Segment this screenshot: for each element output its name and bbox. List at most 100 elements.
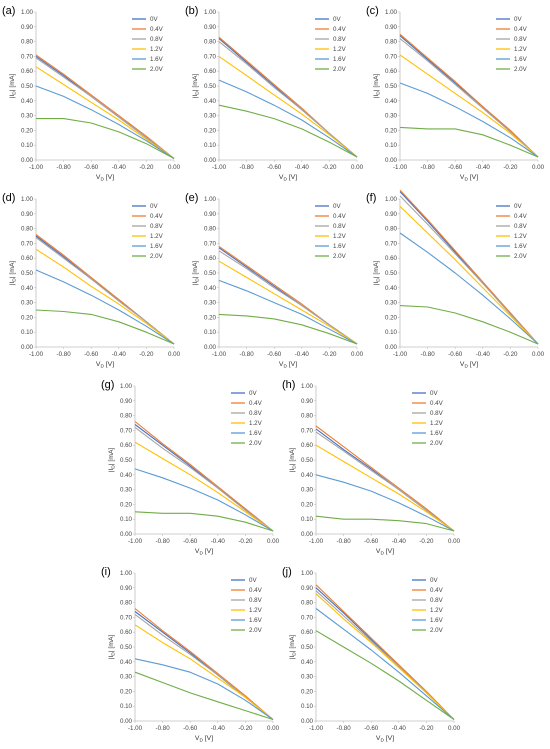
y-tick-label: 0.90 xyxy=(21,211,34,218)
series-line-0_8V xyxy=(35,237,175,345)
legend-label: 1.6V xyxy=(430,617,444,624)
y-tick-label: 0.80 xyxy=(120,600,133,607)
y-tick-label: 0.40 xyxy=(204,285,217,292)
x-tick-label: -0.40 xyxy=(392,538,407,545)
chart-panel-5: (e) 0.00 0.10 0.20 0.30 0.40 0.50 0.60 0.70 0.80 0… xyxy=(185,192,364,370)
legend-label: 0.4V xyxy=(514,213,528,220)
legend-label: 0V xyxy=(150,203,158,210)
legend-label: 1.2V xyxy=(150,233,164,240)
series-line-2_0V xyxy=(399,305,539,345)
y-axis-label: |ID| [mA] xyxy=(373,74,382,99)
x-tick-label: -0.20 xyxy=(238,538,253,545)
y-tick-label: 0.20 xyxy=(204,314,217,321)
series-line-0_4V xyxy=(134,421,274,532)
x-tick-label: -0.20 xyxy=(419,725,434,732)
x-tick-label: 0.00 xyxy=(448,725,461,732)
series-line-0_4V xyxy=(399,33,539,158)
series-line-1_6V xyxy=(134,468,274,532)
x-tick-label: -1.00 xyxy=(393,351,408,358)
x-tick-label: -0.20 xyxy=(503,351,518,358)
x-axis-label: VD [V] xyxy=(376,735,394,744)
y-tick-label: 0.60 xyxy=(385,68,398,75)
x-tick-label: -0.60 xyxy=(364,725,379,732)
series-line-1_6V xyxy=(315,608,455,720)
y-tick-label: 0.00 xyxy=(21,157,34,164)
y-axis-label: |ID| [mA] xyxy=(289,448,298,473)
series-line-1_6V xyxy=(218,279,358,345)
x-tick-label: -0.80 xyxy=(156,725,171,732)
panel-label: (f) xyxy=(366,192,376,204)
legend-label: 2.0V xyxy=(430,440,444,447)
x-axis-label: VD [V] xyxy=(195,548,213,557)
series-line-1_6V xyxy=(218,79,358,158)
legend-label: 2.0V xyxy=(249,440,263,447)
y-axis-label: |ID| [mA] xyxy=(289,635,298,660)
x-tick-label: -0.40 xyxy=(476,164,491,171)
series-line-0_8V xyxy=(399,38,539,158)
y-tick-label: 0.10 xyxy=(385,142,398,149)
series-line-0_8V xyxy=(315,431,455,532)
y-tick-label: 0.70 xyxy=(120,614,133,621)
x-tick-label: -0.80 xyxy=(240,351,255,358)
y-tick-label: 0.60 xyxy=(21,68,34,75)
y-tick-label: 0.70 xyxy=(120,427,133,434)
y-tick-label: 0.50 xyxy=(21,270,34,277)
legend-label: 1.2V xyxy=(514,233,528,240)
series-line-2_0V xyxy=(218,313,358,345)
x-tick-label: -0.60 xyxy=(84,164,99,171)
y-tick-label: 0.60 xyxy=(120,629,133,636)
y-tick-label: 0.00 xyxy=(204,344,217,351)
x-axis-label: VD [V] xyxy=(460,174,478,183)
y-tick-label: 0.20 xyxy=(385,127,398,134)
series-line-0_8V xyxy=(399,195,539,345)
y-tick-label: 0.70 xyxy=(21,53,34,60)
y-tick-label: 0.00 xyxy=(120,531,133,538)
y-axis-label: |ID| [mA] xyxy=(9,74,18,99)
y-tick-label: 0.80 xyxy=(21,39,34,46)
y-tick-label: 0.70 xyxy=(204,53,217,60)
y-tick-label: 0.80 xyxy=(204,226,217,233)
y-tick-label: 1.00 xyxy=(301,383,314,390)
legend-label: 0.4V xyxy=(430,400,444,407)
y-tick-label: 0.60 xyxy=(301,629,314,636)
y-tick-label: 0.80 xyxy=(120,413,133,420)
y-tick-label: 0.90 xyxy=(301,585,314,592)
x-tick-label: -0.40 xyxy=(392,725,407,732)
series-line-0_8V xyxy=(134,426,274,532)
legend-label: 2.0V xyxy=(514,253,528,260)
chart-panel-8: (h) 0.00 0.10 0.20 0.30 0.40 0.50 0.60 0.70 0.80 0… xyxy=(282,379,461,557)
legend-label: 1.6V xyxy=(333,243,347,250)
y-axis-label: |ID| [mA] xyxy=(373,261,382,286)
y-tick-label: 0.30 xyxy=(21,300,34,307)
y-tick-label: 0.90 xyxy=(301,398,314,405)
panel-label: (j) xyxy=(282,566,292,578)
legend-label: 2.0V xyxy=(333,66,347,73)
series-line-1_6V xyxy=(35,269,175,345)
y-tick-label: 0.10 xyxy=(21,142,34,149)
legend-label: 1.2V xyxy=(249,420,263,427)
series-line-2_0V xyxy=(134,671,274,721)
y-tick-label: 1.00 xyxy=(120,570,133,577)
y-tick-label: 0.10 xyxy=(204,142,217,149)
series-line-2_0V xyxy=(35,309,175,345)
y-tick-label: 0.10 xyxy=(385,329,398,336)
series-line-1_2V xyxy=(399,206,539,345)
legend-label: 0.4V xyxy=(333,213,347,220)
y-tick-label: 0.10 xyxy=(120,703,133,710)
y-tick-label: 0.30 xyxy=(21,113,34,120)
y-tick-label: 1.00 xyxy=(21,9,34,16)
y-tick-label: 0.50 xyxy=(120,457,133,464)
series-line-0_4V xyxy=(134,608,274,720)
x-tick-label: -1.00 xyxy=(29,164,44,171)
y-tick-label: 0.60 xyxy=(301,442,314,449)
legend-label: 1.2V xyxy=(430,607,444,614)
series-line-1_6V xyxy=(315,474,455,532)
legend-label: 0.4V xyxy=(150,213,164,220)
y-tick-label: 0.80 xyxy=(21,226,34,233)
panel-label: (a) xyxy=(2,5,15,17)
x-tick-label: -0.40 xyxy=(211,725,226,732)
y-tick-label: 1.00 xyxy=(204,196,217,203)
x-tick-label: -0.80 xyxy=(57,164,72,171)
legend-label: 0.8V xyxy=(333,36,347,43)
x-tick-label: -0.80 xyxy=(337,538,352,545)
